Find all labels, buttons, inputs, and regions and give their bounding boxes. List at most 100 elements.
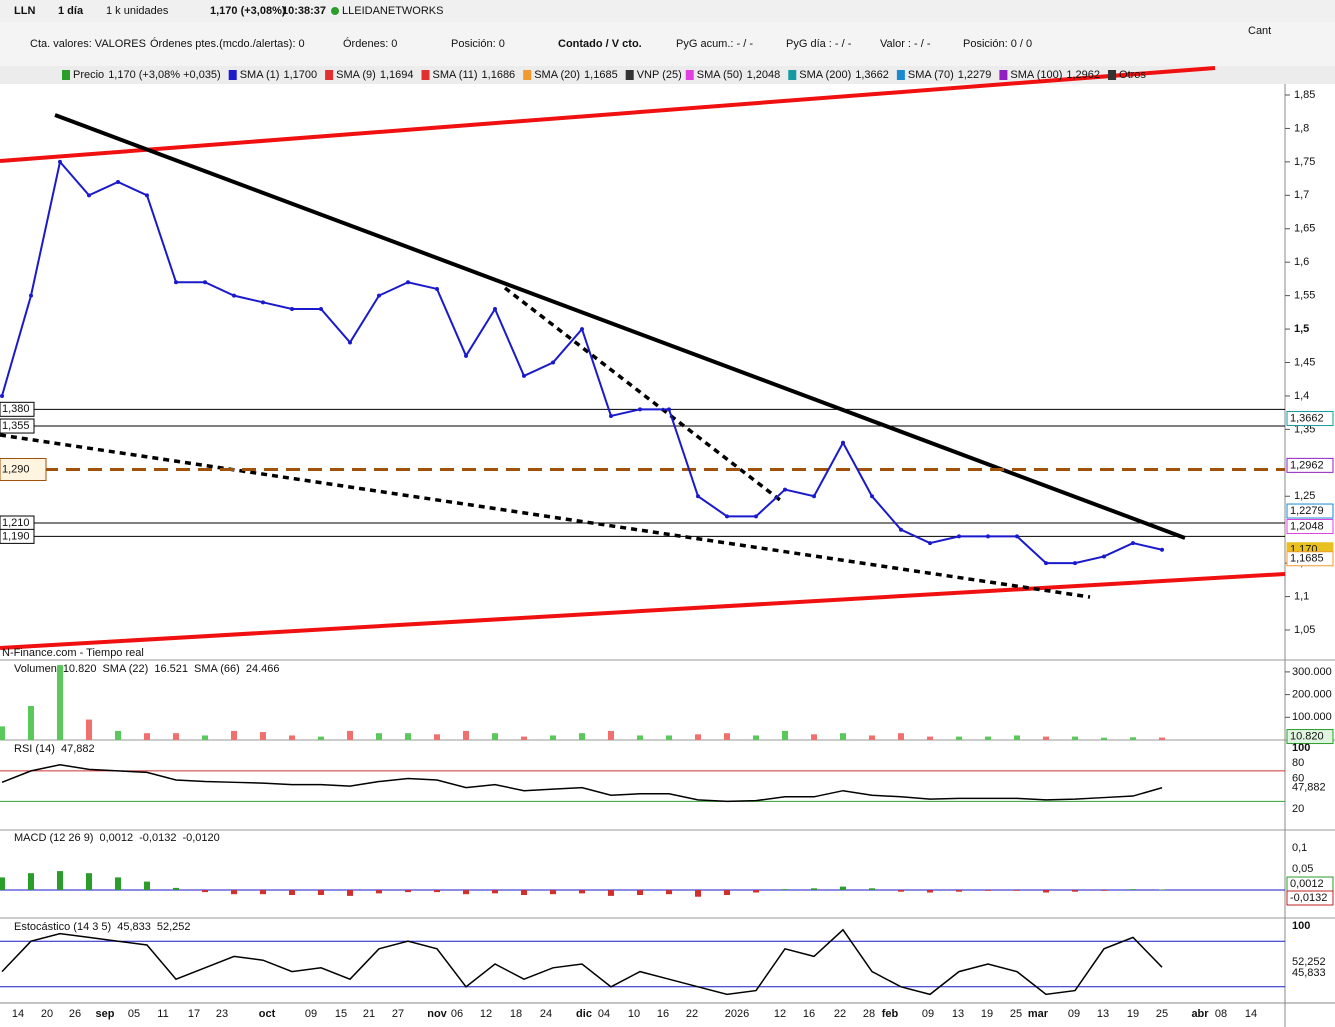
legend-swatch — [523, 70, 532, 80]
legend-value: 1,2048 — [747, 69, 781, 81]
panel-legend: 10.820 — [63, 663, 97, 675]
legend-value: 1,3662 — [855, 69, 889, 81]
legend-label: Precio — [73, 69, 104, 81]
y-tick-label: 1,05 — [1294, 624, 1315, 636]
volume-bar — [985, 736, 991, 740]
last-tag-label: 45,833 — [1292, 967, 1326, 979]
date-label: 19 — [981, 1008, 993, 1020]
panel-legend: 45,833 — [117, 921, 151, 933]
y-tick-label: 80 — [1292, 757, 1304, 769]
volume-bar — [724, 733, 730, 740]
legend-swatch — [788, 70, 797, 80]
level-label: 1,290 — [2, 463, 30, 475]
last-tag-label: 0,0012 — [1290, 878, 1324, 890]
volume-bar — [173, 733, 179, 740]
price-point — [725, 514, 729, 519]
price-point — [1073, 561, 1077, 566]
y-tick-label: 100 — [1292, 742, 1310, 754]
price-point — [928, 541, 932, 546]
toolbar-text: LLEIDANETWORKS — [342, 5, 443, 17]
price-point — [986, 534, 990, 539]
volume-bar — [115, 730, 121, 740]
legend-swatch — [62, 70, 70, 80]
date-label: 12 — [480, 1008, 492, 1020]
volume-bar — [1072, 736, 1078, 740]
macd-bar — [0, 877, 5, 890]
price-tag-label: 1,2279 — [1290, 505, 1324, 517]
volume-bar — [666, 735, 672, 740]
account-item: Valor : - / - — [880, 38, 931, 50]
macd-bar — [666, 890, 672, 895]
legend-label: VNP (25) — [637, 69, 682, 81]
macd-bar — [1159, 889, 1165, 890]
macd-bar — [753, 890, 759, 893]
legend-value: 1,1700 — [283, 69, 317, 81]
macd-bar — [28, 873, 34, 890]
volume-bar — [28, 705, 34, 740]
volume-bar — [289, 735, 295, 740]
volume-bar — [840, 733, 846, 740]
volume-bar — [782, 730, 788, 740]
volume-bar — [869, 735, 875, 740]
level-label-bg — [0, 528, 35, 544]
macd-bar — [1072, 890, 1078, 892]
price-point — [522, 373, 526, 378]
macd-bar — [1130, 889, 1136, 890]
date-label: 09 — [1068, 1008, 1080, 1020]
price-point — [870, 494, 874, 499]
macd-bar — [492, 890, 498, 894]
macd-bar — [1014, 890, 1020, 891]
panel-legend: RSI (14) — [14, 743, 55, 755]
price-point — [1160, 547, 1164, 552]
price-point — [696, 494, 700, 499]
legend-value: 1,1686 — [482, 69, 516, 81]
y-tick-label: 1,8 — [1294, 122, 1309, 134]
legend-value: 1,1694 — [380, 69, 414, 81]
date-label: 12 — [774, 1008, 786, 1020]
macd-bar — [434, 890, 440, 893]
price-point — [1015, 534, 1019, 539]
date-label: nov — [427, 1008, 447, 1020]
macd-bar — [811, 888, 817, 890]
date-label: abr — [1191, 1008, 1209, 1020]
macd-bar — [898, 890, 904, 892]
price-tag-label: 1,3662 — [1290, 412, 1324, 424]
date-label: 08 — [1215, 1008, 1227, 1020]
account-item: Posición: 0 — [451, 38, 505, 50]
volume-bar — [550, 735, 556, 740]
date-label: 25 — [1010, 1008, 1022, 1020]
date-label: oct — [259, 1008, 276, 1020]
date-label: 16 — [657, 1008, 669, 1020]
y-tick-label: 1,75 — [1294, 156, 1315, 168]
legend-label: SMA (50) — [697, 69, 743, 81]
level-label: 1,210 — [2, 517, 30, 529]
volume-bar — [1014, 735, 1020, 740]
panel-legend: -0,0120 — [182, 832, 219, 844]
price-point — [261, 300, 265, 305]
volume-bar — [318, 736, 324, 740]
price-point — [377, 293, 381, 298]
last-tag-label: 47,882 — [1292, 782, 1326, 794]
price-tag-label: 1,2048 — [1290, 520, 1324, 532]
volume-bar — [434, 734, 440, 740]
price-tag — [1286, 411, 1334, 427]
date-label: 22 — [834, 1008, 846, 1020]
level-label-bg — [0, 418, 35, 434]
price-point — [319, 307, 323, 311]
price-point — [957, 534, 961, 539]
date-label: 11 — [157, 1008, 168, 1020]
legend-swatch — [625, 70, 634, 80]
macd-bar — [550, 890, 556, 895]
panel-legend: SMA (22) — [102, 663, 148, 675]
price-tag — [1286, 518, 1334, 534]
price-point — [783, 487, 787, 492]
price-point — [551, 360, 555, 365]
macd-bar — [1043, 890, 1049, 893]
toolbar-text: 10:38:37 — [282, 5, 326, 17]
account-item: PyG día : - / - — [786, 38, 852, 50]
panel-legend: MACD (12 26 9) — [14, 832, 93, 844]
y-tick-label: 200.000 — [1292, 689, 1332, 701]
volume-bar — [579, 733, 585, 740]
price-point — [1102, 554, 1106, 559]
